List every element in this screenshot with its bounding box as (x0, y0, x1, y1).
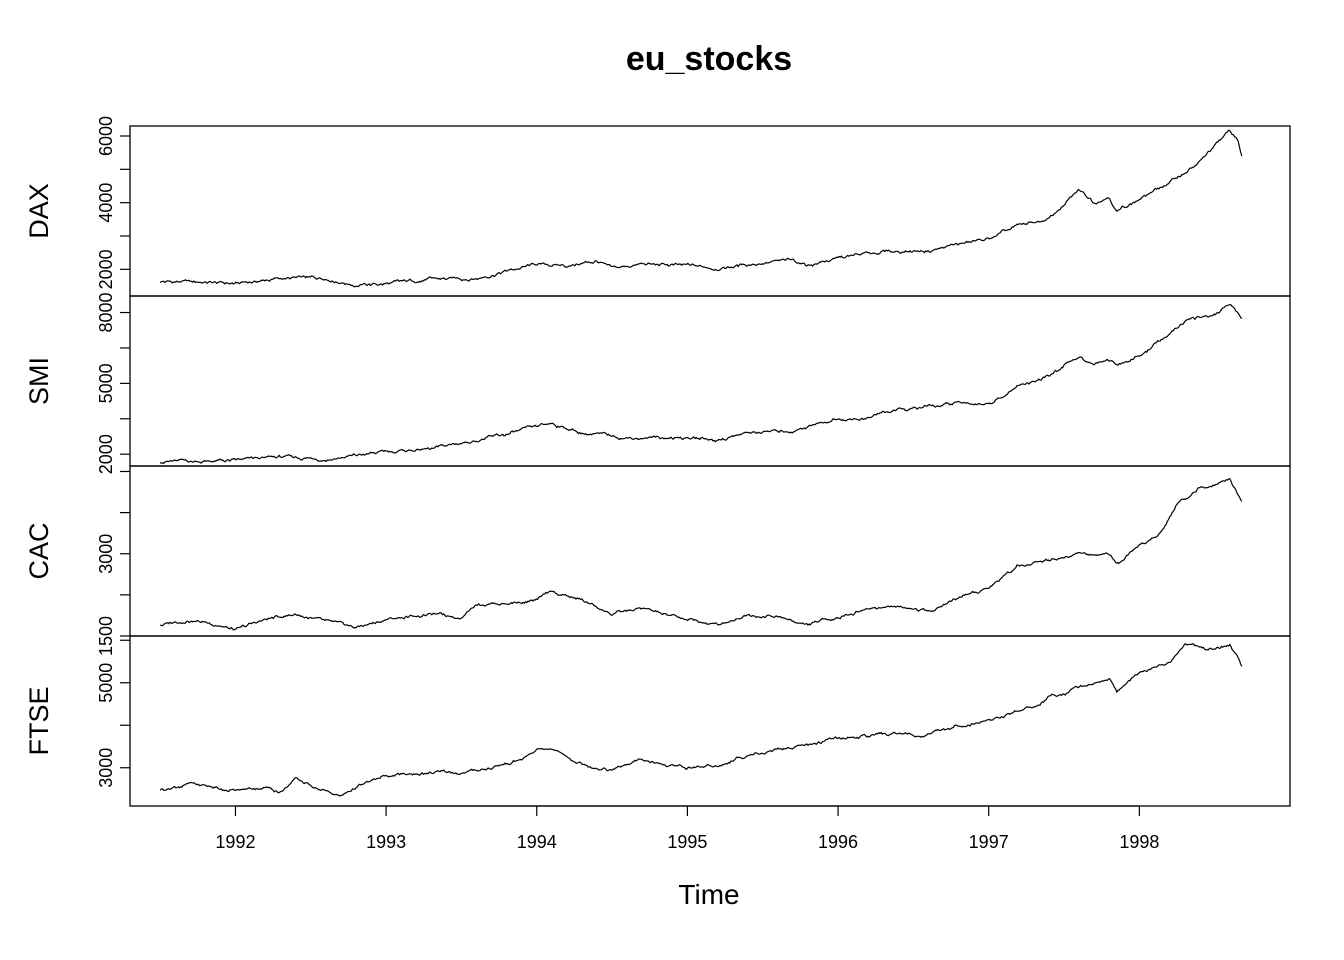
series-line-ftse (159, 643, 1243, 797)
x-tick-label: 1998 (1119, 832, 1159, 852)
x-tick-label: 1996 (818, 832, 858, 852)
panel-dax: 2000 4000 6000 DAX (24, 116, 1291, 297)
x-tick-label: 1993 (366, 832, 406, 852)
x-tick-label: 1994 (517, 832, 557, 852)
y-tick-label-smi: 8000 (96, 293, 116, 333)
series-line-smi (159, 303, 1243, 465)
y-tick-label-ftse: 3000 (96, 748, 116, 788)
y-tick-label-smi: 2000 (96, 434, 116, 474)
y-tick-label-cac: 1500 (96, 616, 116, 656)
panel-frame-smi (129, 295, 1291, 467)
series-line-dax (159, 129, 1243, 288)
x-tick-label: 1992 (215, 832, 255, 852)
panel-label-cac: CAC (24, 522, 54, 579)
y-tick-label-dax: 6000 (96, 116, 116, 156)
panel-label-ftse: FTSE (24, 686, 54, 755)
x-axis: 1992 1993 1994 1995 1996 1997 1998 (215, 805, 1159, 852)
y-tick-label-smi: 5000 (96, 363, 116, 403)
panel-ftse: 3000 5000 FTSE (24, 635, 1291, 807)
panel-frame-ftse (129, 635, 1291, 807)
panel-smi: 2000 5000 8000 SMI (24, 293, 1291, 474)
x-tick-label: 1997 (969, 832, 1009, 852)
panel-label-smi: SMI (24, 357, 54, 405)
chart-title: eu_stocks (626, 40, 792, 78)
y-tick-label-ftse: 5000 (96, 663, 116, 703)
y-tick-label-dax: 4000 (96, 183, 116, 223)
panel-cac: 1500 3000 CAC (24, 465, 1291, 656)
y-tick-label-cac: 3000 (96, 534, 116, 574)
y-tick-label-dax: 2000 (96, 249, 116, 289)
panels: 2000 4000 6000 DAX 2000 5000 8000 SMI 1500 3000 CA… (24, 116, 1291, 807)
series-line-cac (159, 478, 1243, 631)
x-axis-title: Time (678, 879, 739, 910)
panel-label-dax: DAX (24, 183, 54, 239)
x-tick-label: 1995 (667, 832, 707, 852)
panel-frame-cac (129, 465, 1291, 637)
